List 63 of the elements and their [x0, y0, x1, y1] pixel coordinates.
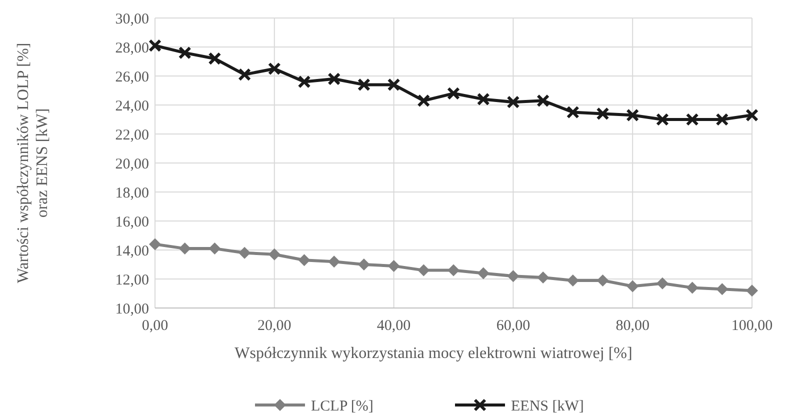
x-tick-label: 40,00	[376, 318, 411, 334]
point	[388, 260, 400, 272]
y-tick-label: 20,00	[115, 156, 149, 172]
x-tick-label: 20,00	[258, 318, 292, 334]
point	[596, 274, 609, 286]
point	[357, 78, 370, 92]
y-tick-label: 30,00	[115, 11, 149, 28]
point	[417, 94, 430, 108]
point	[507, 270, 520, 282]
y-axis-title: Wartości współczynników LOLP [%] oraz EENS [kW]	[15, 42, 51, 284]
point	[448, 264, 460, 276]
point	[506, 96, 520, 109]
point	[447, 86, 460, 100]
point	[626, 280, 639, 292]
point	[208, 52, 222, 66]
point	[566, 274, 579, 286]
point	[387, 78, 400, 92]
point	[358, 258, 370, 270]
point	[208, 242, 221, 255]
y-tick-label: 10,00	[115, 301, 149, 318]
y-tick-label: 22,00	[115, 127, 149, 144]
point	[656, 277, 668, 290]
point	[178, 242, 191, 255]
x-tick-label: 80,00	[616, 318, 650, 334]
x-tick-label: 100,00	[731, 318, 773, 334]
point	[746, 284, 758, 297]
point	[268, 248, 280, 260]
point	[148, 39, 162, 52]
x-tick-label: 0,00	[142, 318, 168, 334]
y-tick-label: 24,00	[115, 98, 149, 114]
point	[716, 283, 728, 296]
y-tick-label: 18,00	[115, 185, 149, 202]
point	[476, 92, 490, 106]
point	[328, 72, 341, 86]
y-tick-label: 28,00	[115, 40, 149, 56]
legend-label: LCLP [%]	[311, 398, 374, 414]
y-tick-label: 12,00	[115, 272, 149, 288]
x-axis-title: Współczynnik wykorzystania mocy elektrowni wiatrowej [%]	[234, 345, 632, 362]
point	[477, 267, 490, 280]
point	[537, 272, 550, 284]
point	[626, 108, 640, 122]
point	[328, 256, 340, 268]
x-tick-label: 60,00	[496, 318, 530, 334]
point	[746, 108, 758, 122]
point	[149, 238, 161, 250]
point	[566, 106, 580, 119]
point	[418, 264, 430, 276]
y-tick-label: 16,00	[115, 214, 149, 230]
point	[268, 62, 281, 76]
point	[716, 113, 729, 126]
y-tick-label: 14,00	[115, 243, 149, 260]
point	[686, 113, 699, 126]
point	[178, 46, 192, 60]
point	[238, 68, 252, 82]
point	[596, 107, 610, 120]
point	[238, 246, 251, 259]
point	[298, 254, 310, 266]
point	[656, 113, 669, 126]
point	[536, 94, 550, 108]
point	[298, 75, 311, 88]
legend-label: EENS [kW]	[511, 398, 584, 414]
y-tick-label: 26,00	[115, 69, 149, 86]
point	[686, 282, 698, 294]
